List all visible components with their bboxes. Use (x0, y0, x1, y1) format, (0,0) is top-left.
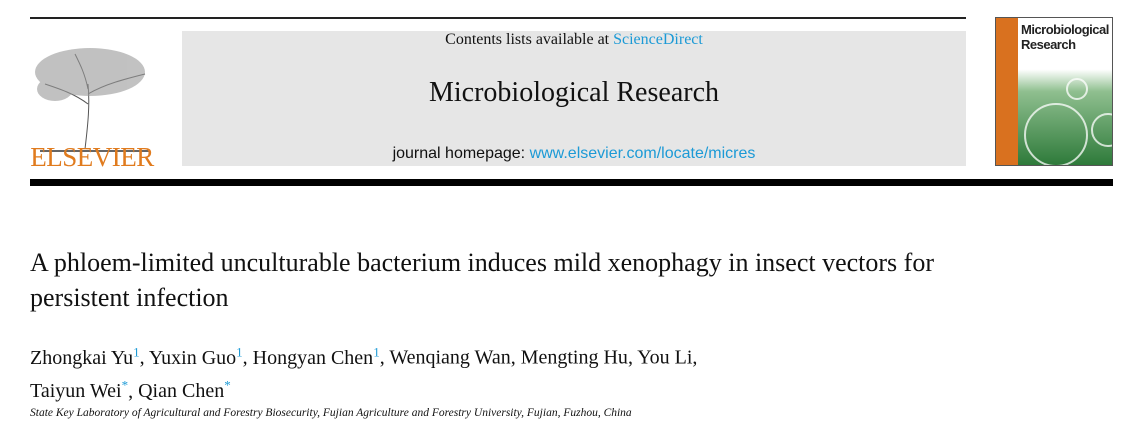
author[interactable]: Qian Chen* (138, 377, 231, 403)
header-rule (30, 17, 966, 19)
header-divider (30, 179, 1113, 186)
article-title: A phloem-limited unculturable bacterium … (30, 248, 934, 312)
publisher-name: ELSEVIER (30, 142, 154, 172)
author[interactable]: Taiyun Wei* (30, 377, 129, 403)
author[interactable]: Mengting Hu (520, 346, 628, 369)
cover-title: Microbiological Research (1021, 22, 1109, 52)
homepage-prefix: journal homepage: (392, 145, 530, 162)
author-list: Zhongkai Yu1, Yuxin Guo1, Hongyan Chen1,… (30, 344, 698, 403)
author[interactable]: You Li (637, 346, 693, 369)
author[interactable]: Wenqiang Wan (389, 346, 511, 369)
author[interactable]: Hongyan Chen1 (252, 344, 380, 369)
author[interactable]: Zhongkai Yu1 (30, 344, 140, 369)
sciencedirect-link[interactable]: ScienceDirect (613, 31, 703, 48)
contents-prefix: Contents lists available at (445, 31, 614, 48)
cover-spine (996, 18, 1018, 165)
homepage-line: journal homepage: www.elsevier.com/locat… (182, 145, 966, 163)
journal-title: Microbiological Research (428, 77, 719, 108)
homepage-link[interactable]: www.elsevier.com/locate/micres (529, 145, 756, 162)
journal-banner: Contents lists available at ScienceDirec… (182, 31, 966, 166)
affiliation: State Key Laboratory of Agricultural and… (30, 407, 632, 419)
author[interactable]: Yuxin Guo1 (148, 344, 243, 369)
journal-cover-image: Microbiological Research (995, 17, 1113, 166)
elsevier-tree-logo (35, 48, 150, 152)
